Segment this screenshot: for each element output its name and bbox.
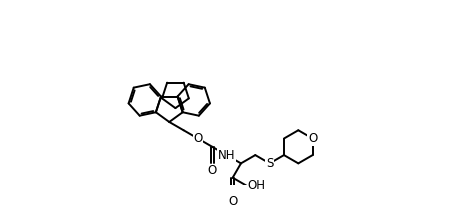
Text: S: S: [266, 157, 274, 170]
Text: O: O: [193, 132, 203, 145]
Text: O: O: [208, 164, 217, 177]
Text: O: O: [308, 132, 317, 145]
Text: NH: NH: [218, 149, 235, 162]
Text: O: O: [228, 195, 237, 208]
Text: OH: OH: [247, 180, 266, 192]
